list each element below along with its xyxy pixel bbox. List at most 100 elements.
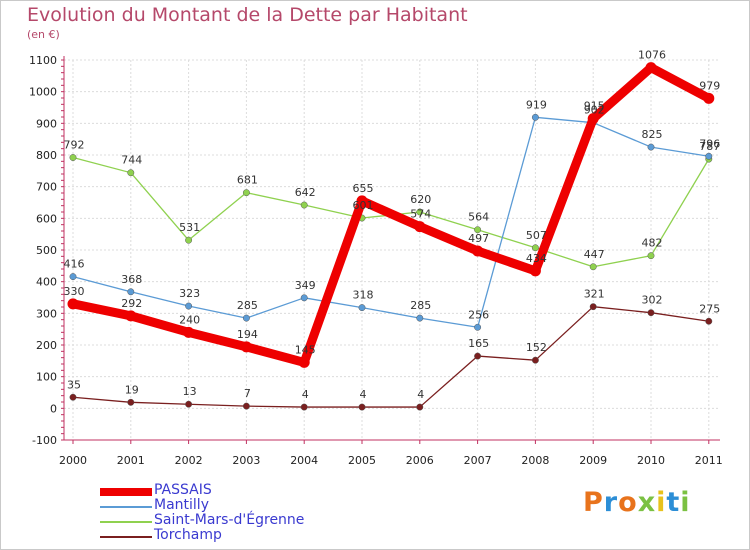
data-label: 620 — [410, 193, 431, 206]
data-point — [647, 143, 655, 151]
data-point — [69, 393, 77, 401]
data-point — [300, 403, 308, 411]
data-label: 256 — [468, 308, 489, 321]
data-point — [414, 221, 426, 233]
y-tick-label: 600 — [36, 212, 57, 225]
data-label: 902 — [584, 104, 605, 117]
y-tick-label: -100 — [32, 434, 57, 447]
data-label: 825 — [642, 128, 663, 141]
x-axis-ticks: 2000 2001 2002 2003 2004 2005 2006 2007 2008 2009… — [59, 454, 723, 467]
x-tick-label: 2011 — [695, 454, 723, 467]
data-label: 482 — [642, 237, 663, 250]
data-point — [300, 201, 308, 209]
series-line-3 — [72, 306, 710, 408]
data-label: 416 — [64, 258, 85, 271]
data-point — [185, 302, 193, 310]
data-label: 4 — [302, 388, 309, 401]
y-tick-label: 700 — [36, 181, 57, 194]
data-label: 321 — [584, 288, 605, 301]
data-label: 434 — [526, 252, 547, 265]
x-tick-label: 2005 — [348, 454, 376, 467]
data-point — [356, 195, 368, 207]
data-point — [127, 288, 135, 296]
data-label: 323 — [179, 287, 200, 300]
data-label: 19 — [125, 383, 139, 396]
data-point — [474, 352, 482, 360]
y-tick-label: 1000 — [29, 86, 57, 99]
chart-title: Evolution du Montant de la Dette par Hab… — [27, 4, 468, 26]
data-point — [125, 310, 137, 322]
data-point — [358, 304, 366, 312]
data-point — [298, 356, 310, 368]
data-label: 601 — [353, 199, 374, 212]
data-point — [67, 298, 79, 310]
data-point — [416, 403, 424, 411]
data-label: 642 — [295, 186, 316, 199]
data-point — [703, 92, 715, 104]
data-label: 507 — [526, 229, 547, 242]
legend-label: PASSAIS — [154, 482, 212, 498]
data-label: 318 — [353, 289, 374, 302]
data-label: 744 — [121, 154, 142, 167]
legend-label: Torchamp — [154, 527, 222, 543]
data-point — [531, 356, 539, 364]
series-layer — [67, 62, 715, 411]
data-label: 1076 — [638, 49, 666, 62]
data-point — [358, 403, 366, 411]
data-label: 4 — [417, 388, 424, 401]
data-label: 919 — [526, 98, 547, 111]
axes — [61, 56, 720, 444]
data-point — [183, 326, 195, 338]
data-label: 681 — [237, 174, 258, 187]
data-point — [529, 265, 541, 277]
y-tick-label: 300 — [36, 307, 57, 320]
y-tick-label: 200 — [36, 339, 57, 352]
y-tick-label: 1100 — [29, 54, 57, 67]
data-point — [531, 244, 539, 252]
data-label: 145 — [295, 343, 316, 356]
data-label: 240 — [179, 313, 200, 326]
data-label: 574 — [410, 208, 431, 221]
y-tick-label: 0 — [50, 402, 57, 415]
data-point — [589, 303, 597, 311]
y-tick-label: 100 — [36, 371, 57, 384]
data-point — [587, 113, 599, 125]
x-tick-label: 2006 — [406, 454, 434, 467]
legend-swatch — [100, 506, 152, 508]
data-labels: 3302922401941456555744974349151076979416… — [64, 49, 721, 401]
y-axis-ticks: -100 0 100 200 300 400 500 600 700 800 900 1000 1100 — [29, 54, 57, 447]
data-label: 655 — [353, 182, 374, 195]
data-label: 497 — [468, 232, 489, 245]
data-point — [69, 273, 77, 281]
data-point — [589, 263, 597, 271]
data-point — [647, 309, 655, 317]
data-label: 4 — [360, 388, 367, 401]
data-point — [474, 226, 482, 234]
series-line-1 — [72, 116, 710, 328]
data-point — [531, 113, 539, 121]
legend-label: Saint-Mars-d'Égrenne — [154, 512, 305, 528]
x-tick-label: 2002 — [175, 454, 203, 467]
x-tick-label: 2008 — [521, 454, 549, 467]
x-tick-label: 2000 — [59, 454, 87, 467]
data-point — [242, 402, 250, 410]
data-point — [69, 154, 77, 161]
data-point — [185, 400, 193, 408]
x-tick-label: 2001 — [117, 454, 145, 467]
data-label: 792 — [64, 139, 85, 152]
data-point — [647, 252, 655, 260]
y-tick-label: 800 — [36, 149, 57, 162]
data-label: 13 — [183, 385, 197, 398]
data-point — [705, 152, 713, 160]
data-label: 275 — [699, 302, 720, 315]
legend-swatch — [100, 536, 152, 538]
x-tick-label: 2010 — [637, 454, 665, 467]
data-label: 787 — [699, 140, 720, 153]
proxiti-logo: Proxiti — [583, 487, 691, 518]
data-label: 564 — [468, 211, 489, 224]
data-point — [416, 314, 424, 322]
data-point — [300, 294, 308, 302]
data-label: 447 — [584, 248, 605, 261]
data-label: 796 — [699, 137, 720, 150]
